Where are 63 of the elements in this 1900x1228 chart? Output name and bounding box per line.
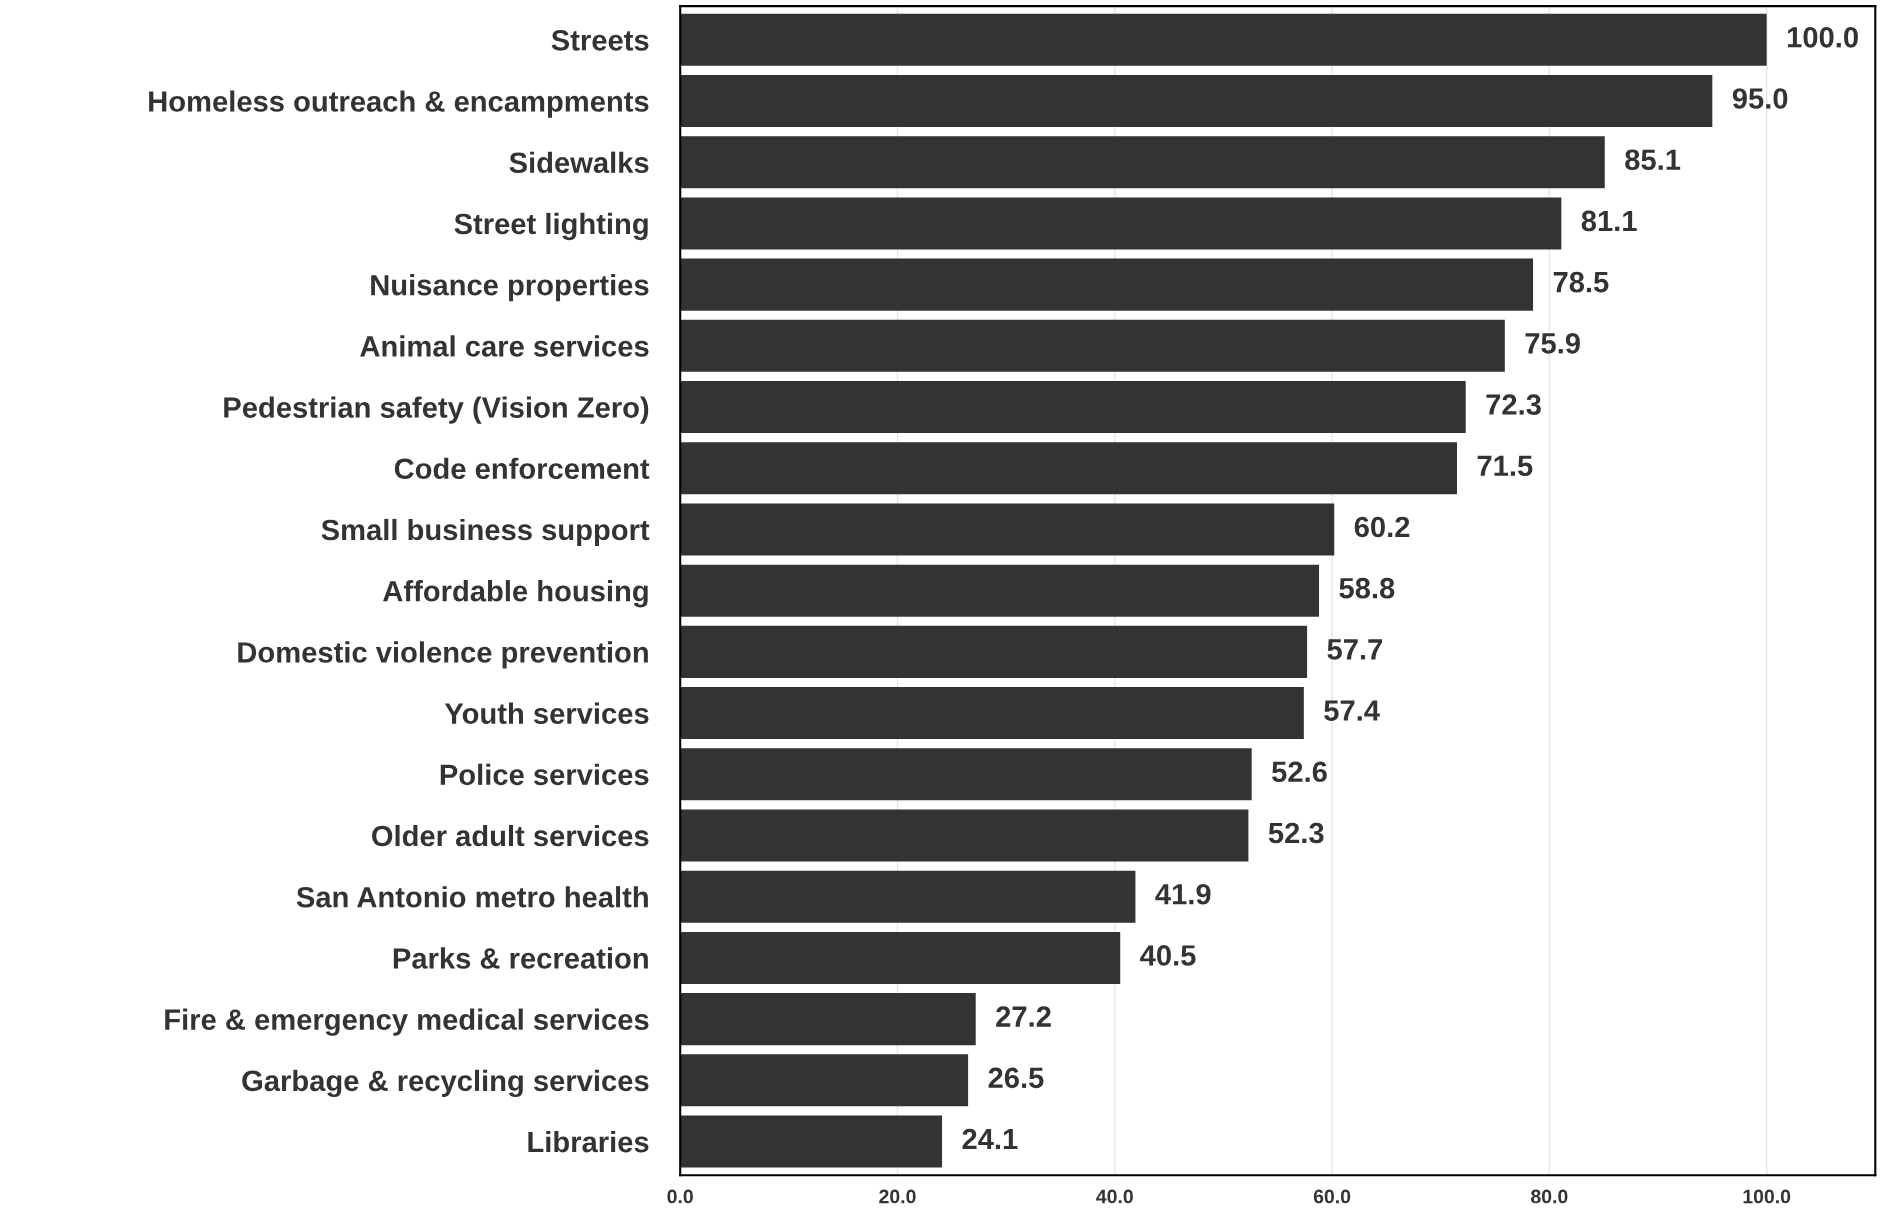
bar (680, 258, 1534, 311)
data-label: 100.0 (1787, 26, 1858, 48)
data-label: 26.5 (988, 1067, 1044, 1089)
bar (680, 13, 1767, 66)
x-tick-label: 40.0 (1096, 1189, 1133, 1204)
y-tick-label: Affordable housing (383, 580, 648, 608)
data-label: 72.3 (1486, 394, 1541, 415)
y-tick-label: Youth services (444, 702, 649, 724)
data-label: 78.5 (1553, 271, 1609, 293)
bar (680, 136, 1605, 189)
data-label: 85.1 (1625, 149, 1681, 171)
y-tick-label: Pedestrian safety (Vision Zero) (224, 396, 649, 424)
y-tick-label: Libraries (528, 1130, 649, 1153)
y-tick-label: Nuisance properties (371, 274, 649, 302)
bar (680, 75, 1713, 128)
y-tick-label: San Antonio metro health (296, 886, 648, 908)
data-label: 58.8 (1339, 577, 1395, 599)
bar (680, 687, 1304, 740)
data-label: 52.6 (1272, 761, 1327, 783)
x-tick-label: 0.0 (667, 1189, 693, 1204)
y-tick-label: Code enforcement (394, 457, 650, 480)
x-tick-label: 60.0 (1313, 1189, 1351, 1204)
y-tick-label: Parks & recreation (393, 947, 648, 969)
y-tick-label: Police services (440, 763, 649, 786)
data-label: 81.1 (1581, 210, 1637, 232)
data-label: 27.2 (996, 1006, 1051, 1027)
x-tick-label: 100.0 (1743, 1189, 1791, 1204)
y-tick-label: Sidewalks (509, 151, 649, 174)
x-tick-label: 80.0 (1531, 1189, 1568, 1204)
y-tick-label: Streets (551, 30, 649, 51)
data-label: 60.2 (1354, 516, 1410, 538)
bar (680, 503, 1335, 556)
bar (680, 442, 1458, 495)
y-tick-label: Garbage & recycling services (242, 1069, 649, 1098)
data-label: 57.4 (1324, 700, 1380, 721)
y-tick-label: Animal care services (360, 335, 649, 357)
data-label: 71.5 (1477, 455, 1533, 477)
bar (680, 748, 1252, 801)
data-label: 95.0 (1732, 88, 1788, 109)
y-tick-label: Small business support (321, 518, 650, 547)
data-label: 57.7 (1327, 639, 1383, 660)
bar (680, 625, 1308, 678)
y-tick-label: Homeless outreach & encampments (149, 90, 649, 118)
bar (680, 319, 1505, 372)
y-tick-label: Street lighting (454, 212, 648, 241)
data-label: 41.9 (1155, 883, 1211, 905)
bar (680, 870, 1136, 923)
y-tick-label: Domestic violence prevention (238, 641, 648, 669)
bar (680, 564, 1320, 617)
y-tick-label: Older adult services (372, 824, 649, 847)
bar (680, 381, 1466, 434)
bar (680, 993, 976, 1046)
data-label: 52.3 (1268, 822, 1324, 844)
data-label: 75.9 (1525, 333, 1580, 354)
bar (680, 809, 1249, 862)
x-tick-label: 20.0 (879, 1189, 916, 1204)
bar (680, 1054, 969, 1107)
bar (680, 1115, 943, 1168)
data-label: 24.1 (962, 1128, 1018, 1150)
bar (680, 197, 1562, 250)
bar (680, 931, 1121, 984)
data-label: 40.5 (1140, 945, 1196, 966)
y-tick-label: Fire & emergency medical services (165, 1008, 649, 1036)
